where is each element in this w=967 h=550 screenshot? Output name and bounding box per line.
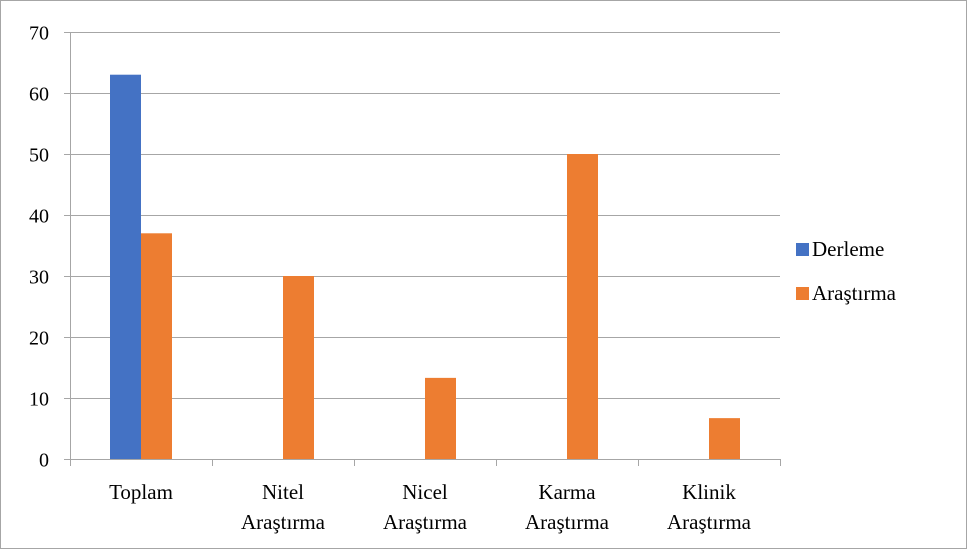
gridlines — [70, 32, 780, 399]
x-category-label: Klinik Araştırma — [667, 480, 752, 534]
y-tick-labels: 0 10 20 30 40 50 60 70 — [29, 23, 49, 472]
legend-label: Araştırma — [812, 281, 897, 305]
bar-araştırma-4 — [709, 418, 740, 459]
x-category-label-line: Araştırma — [241, 510, 326, 534]
y-tick-label: 0 — [39, 450, 49, 472]
x-category-label-line: Klinik — [682, 480, 736, 504]
x-category-label: Nicel Araştırma — [383, 480, 468, 534]
legend-swatch-derleme — [796, 243, 809, 256]
x-category-label: Toplam — [109, 480, 173, 504]
x-category-labels: Toplam Nitel Araştırma Nicel Araştırma Karma A… — [109, 480, 752, 534]
x-category-label-line: Nitel — [262, 480, 304, 504]
y-tick-label: 20 — [29, 328, 49, 350]
legend-label: Derleme — [812, 237, 884, 261]
legend: Derleme Araştırma — [796, 237, 897, 305]
x-category-label-line: Araştırma — [383, 510, 468, 534]
y-tick-label: 70 — [29, 23, 49, 45]
y-tick-label: 40 — [29, 206, 49, 228]
x-category-label-line: Araştırma — [667, 510, 752, 534]
x-category-label-line: Nicel — [402, 480, 448, 504]
legend-swatch-araştırma — [796, 287, 809, 300]
x-category-label-line: Karma — [538, 480, 596, 504]
x-category-label-line: Toplam — [109, 480, 173, 504]
axes — [64, 32, 781, 466]
y-tick-label: 30 — [29, 267, 49, 289]
y-tick-label: 50 — [29, 145, 49, 167]
bars — [110, 74, 740, 459]
y-tick-label: 60 — [29, 84, 49, 106]
bar-derleme-0 — [110, 74, 141, 459]
x-category-label-line: Araştırma — [525, 510, 610, 534]
y-tick-label: 10 — [29, 389, 49, 411]
bar-araştırma-3 — [567, 154, 598, 459]
x-category-label: Karma Araştırma — [525, 480, 610, 534]
bar-araştırma-2 — [425, 377, 456, 459]
x-category-label: Nitel Araştırma — [241, 480, 326, 534]
bar-araştırma-1 — [283, 276, 314, 459]
bar-araştırma-0 — [141, 233, 172, 459]
